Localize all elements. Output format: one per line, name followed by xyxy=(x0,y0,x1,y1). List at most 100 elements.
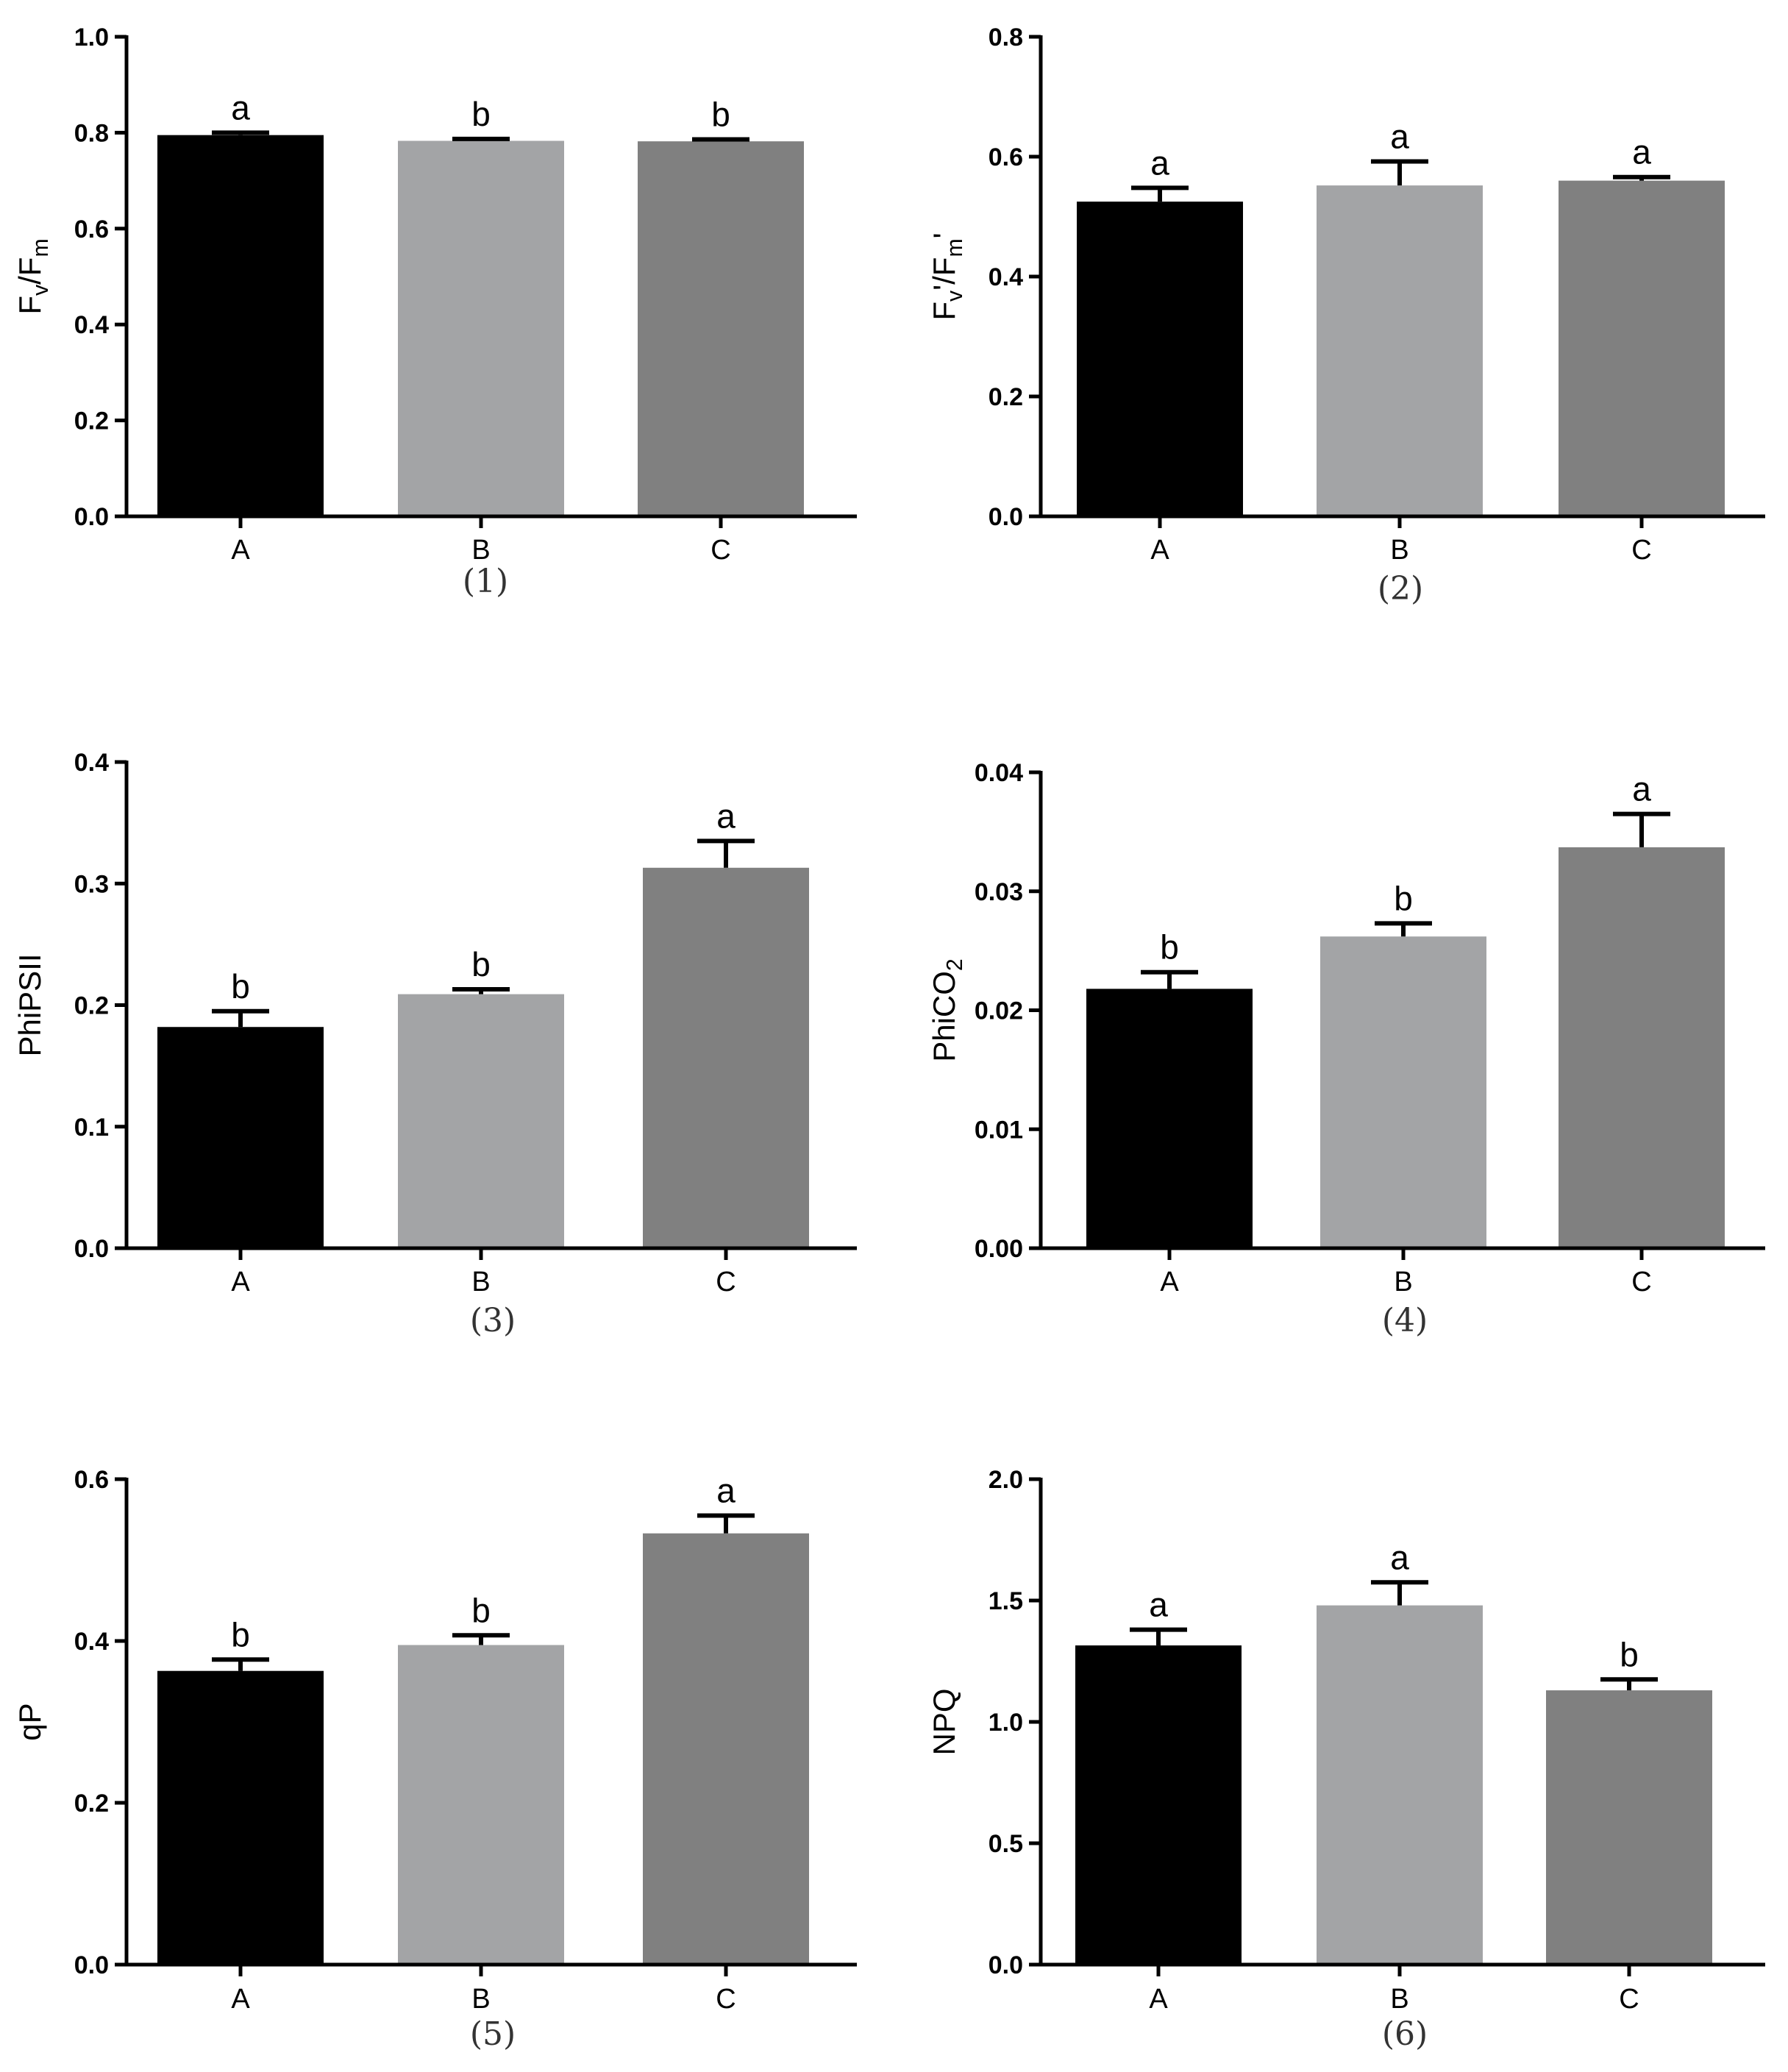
significance-label-b: b xyxy=(471,1591,491,1629)
significance-label-a: a xyxy=(231,88,250,127)
panel-label: (6) xyxy=(1382,2015,1428,2053)
bar-c xyxy=(1559,847,1725,1248)
y-tick-label: 0.3 xyxy=(74,870,109,898)
x-tick-label-b: B xyxy=(1394,1267,1412,1297)
bar-a xyxy=(1075,1645,1242,1965)
significance-label-b: b xyxy=(471,95,491,133)
y-axis-label-part: '/F xyxy=(927,257,961,291)
y-axis-label-subscript: m xyxy=(29,238,53,257)
y-tick-label: 1.0 xyxy=(989,1709,1023,1737)
x-tick-label-b: B xyxy=(471,1984,490,2015)
significance-label-a: b xyxy=(1160,928,1179,966)
y-tick-label: 0.6 xyxy=(989,143,1023,171)
significance-label-c: a xyxy=(716,797,735,835)
significance-label-b: b xyxy=(1394,879,1413,917)
chart-panel-3: b b a 0.0 0.1 0.2 0.3 0.4 A B C PhiPSII (3) xyxy=(13,749,857,1339)
y-tick-label: 0.2 xyxy=(74,1790,109,1818)
bar-a xyxy=(1077,202,1243,516)
significance-label-c: b xyxy=(711,96,730,134)
y-axis-label-part: PhiCO xyxy=(927,971,961,1062)
y-tick-label: 0.0 xyxy=(989,1951,1023,1979)
panel-label: (2) xyxy=(1378,570,1423,608)
y-tick-label: 0.4 xyxy=(989,263,1023,291)
y-axis-label-part: F xyxy=(927,302,961,321)
y-tick-label: 0.2 xyxy=(74,407,109,435)
y-tick-label: 0.4 xyxy=(74,311,109,339)
y-tick-label: 0.0 xyxy=(989,503,1023,531)
x-tick-label-a: A xyxy=(231,1267,250,1297)
x-tick-label-c: C xyxy=(716,1267,735,1297)
y-axis-label: Fv'/Fm' xyxy=(927,232,967,320)
bar-a xyxy=(157,1670,324,1965)
y-tick-label: 0.1 xyxy=(74,1114,109,1142)
y-tick-label: 0.8 xyxy=(989,24,1023,51)
panel-label: (1) xyxy=(463,563,508,600)
y-axis-label: PhiCO2 xyxy=(927,958,967,1062)
bar-c xyxy=(1559,180,1725,516)
significance-label-c: a xyxy=(1632,133,1651,171)
x-tick-label-b: B xyxy=(1390,535,1408,566)
bar-b xyxy=(398,140,564,516)
x-tick-label-a: A xyxy=(231,535,250,566)
significance-label-c: a xyxy=(1632,770,1651,808)
y-axis-label: qP xyxy=(13,1703,47,1740)
x-tick-label-b: B xyxy=(471,535,490,566)
bar-a xyxy=(1086,989,1253,1248)
y-axis-label: PhiPSII xyxy=(13,953,47,1056)
x-tick-label-a: A xyxy=(1150,535,1169,566)
significance-label-b: b xyxy=(471,945,491,983)
panel-label: (3) xyxy=(470,1302,516,1339)
y-tick-label: 0.04 xyxy=(975,759,1023,787)
bar-b xyxy=(1320,936,1486,1248)
y-tick-label: 0.6 xyxy=(74,216,109,243)
chart-panel-1: a b b 0.0 0.2 0.4 0.6 0.8 1.0 A B C Fv/Fm (1) xyxy=(13,24,857,600)
bar-a xyxy=(157,1027,324,1248)
x-tick-label-b: B xyxy=(471,1267,490,1297)
y-axis-label: NPQ xyxy=(927,1688,961,1755)
bar-b xyxy=(1317,1605,1483,1965)
significance-label-a: a xyxy=(1150,143,1169,182)
y-tick-label: 0.0 xyxy=(74,1951,109,1979)
chart-panel-5: b b a 0.0 0.2 0.4 0.6 A B CqP (5) xyxy=(13,1466,857,2053)
y-axis-label-part: F xyxy=(13,296,47,315)
y-tick-label: 0.6 xyxy=(74,1466,109,1494)
y-axis-label-part: ' xyxy=(927,232,961,238)
y-axis-label-part: qP xyxy=(13,1703,47,1740)
bar-c xyxy=(643,867,809,1248)
y-tick-label: 0.0 xyxy=(74,1235,109,1263)
y-axis-label-subscript: 2 xyxy=(943,958,967,971)
y-tick-label: 1.0 xyxy=(74,24,109,51)
significance-label-c: a xyxy=(716,1472,735,1510)
y-axis-label-subscript: v xyxy=(29,284,53,296)
y-tick-label: 0.03 xyxy=(975,878,1023,906)
x-tick-label-c: C xyxy=(710,535,730,566)
bar-b xyxy=(398,994,564,1248)
chart-panel-4: b b a 0.00 0.01 0.02 0.03 0.04 A B C PhiCO2 (4) xyxy=(927,759,1765,1339)
y-tick-label: 0.02 xyxy=(975,997,1023,1025)
y-axis-label-part: /F xyxy=(13,257,47,285)
y-tick-label: 0.8 xyxy=(74,119,109,147)
x-tick-label-a: A xyxy=(231,1984,250,2015)
chart-panel-6: a a b 0.0 0.5 1.0 1.5 2.0 A B C NPQ (6) xyxy=(927,1466,1765,2053)
y-tick-label: 0.2 xyxy=(989,383,1023,411)
bar-b xyxy=(398,1645,564,1965)
significance-label-a: a xyxy=(1149,1586,1168,1624)
y-tick-label: 0.4 xyxy=(74,749,109,777)
y-tick-label: 2.0 xyxy=(989,1466,1023,1494)
chart-panel-2: a a a 0.0 0.2 0.4 0.6 0.8 A B C Fv'/Fm' (2) xyxy=(927,24,1765,608)
y-tick-label: 0.00 xyxy=(975,1235,1023,1263)
y-tick-label: 0.01 xyxy=(975,1116,1023,1144)
y-tick-label: 0.2 xyxy=(74,992,109,1020)
significance-label-b: a xyxy=(1390,118,1409,156)
bar-c xyxy=(1546,1690,1712,1965)
bar-c xyxy=(638,141,804,517)
y-tick-label: 0.4 xyxy=(74,1628,109,1656)
y-axis-label-subscript: m xyxy=(943,238,967,257)
significance-label-a: b xyxy=(231,1615,250,1653)
significance-label-b: a xyxy=(1390,1538,1409,1576)
bar-a xyxy=(157,135,324,516)
y-tick-label: 0.0 xyxy=(74,503,109,531)
y-tick-label: 1.5 xyxy=(989,1587,1023,1615)
y-axis-label-part: NPQ xyxy=(927,1688,961,1755)
